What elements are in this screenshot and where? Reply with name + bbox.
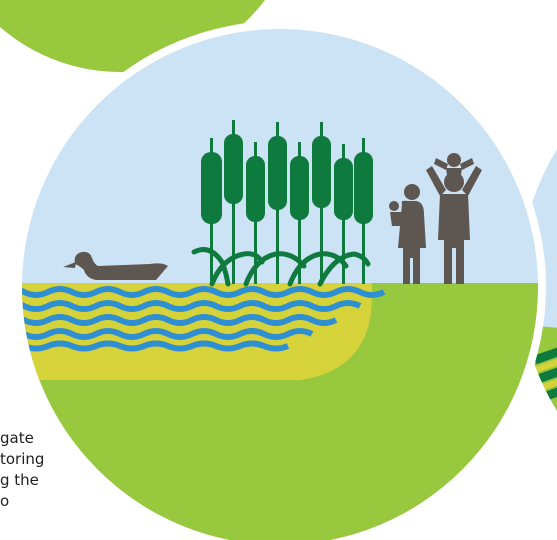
caption-line: toring [0,450,45,468]
caption-text: gate toring g the o [0,428,130,540]
caption-line: gate [0,429,34,447]
water-waves [22,286,386,352]
caption-line: g the [0,471,39,489]
caption-line: o [0,492,10,510]
duck-icon [63,251,168,280]
family-icon [389,153,482,284]
reeds-icon [191,120,373,287]
